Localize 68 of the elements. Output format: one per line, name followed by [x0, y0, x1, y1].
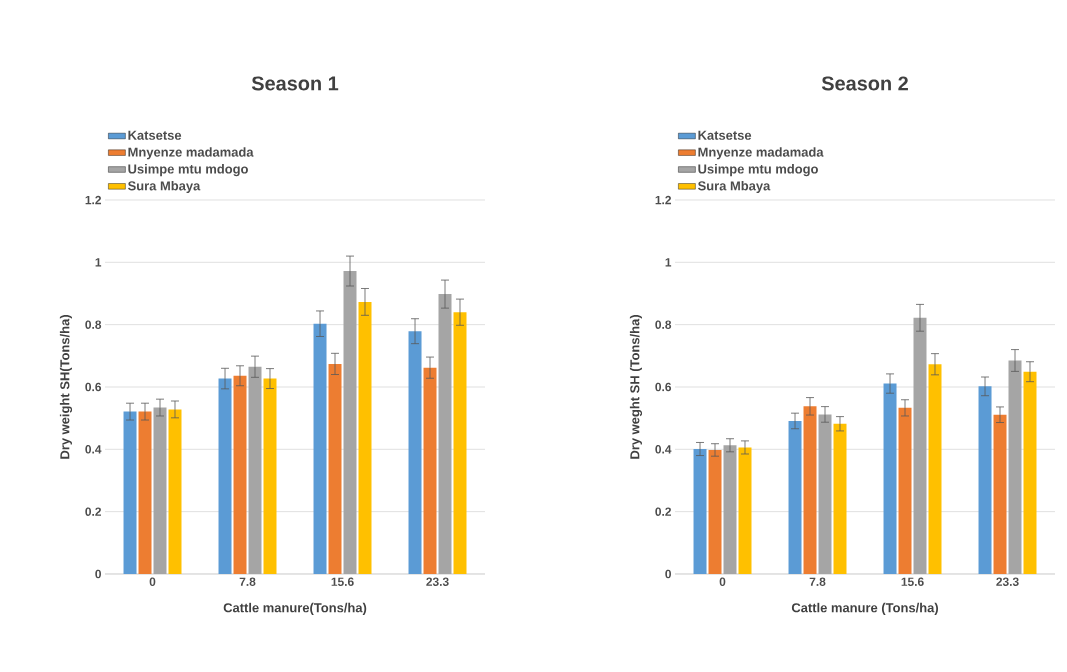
bar [1023, 371, 1037, 574]
bar [423, 367, 437, 574]
x-tick-label: 0 [719, 577, 726, 586]
y-axis-title: Dry weght SH (Tons/ha) [629, 315, 643, 459]
x-tick-label: 23.3 [996, 577, 1019, 586]
bar [898, 407, 912, 574]
legend-label: Mnyenze madamada [698, 147, 824, 160]
bar [978, 386, 992, 574]
x-axis-title: Cattle manure(Tons/ha) [223, 602, 367, 615]
y-axis-title: Dry weight SH(Tons/ha) [59, 315, 73, 459]
bar [438, 294, 452, 574]
legend-label: Usimpe mtu mdogo [128, 164, 248, 177]
bar [818, 414, 832, 574]
chart-title: Season 2 [821, 76, 908, 91]
y-tick-label: 0.2 [655, 507, 672, 516]
x-axis-title: Cattle manure (Tons/ha) [791, 602, 939, 615]
bar [913, 317, 927, 574]
bar [453, 312, 467, 574]
y-tick-label: 0 [665, 569, 671, 579]
x-tick-label: 23.3 [426, 577, 449, 586]
y-tick-label: 0.8 [655, 320, 672, 329]
y-tick-label: 0.6 [85, 382, 102, 392]
bar [153, 407, 167, 574]
bar [218, 378, 232, 574]
y-tick-label: 1.2 [655, 195, 672, 205]
y-tick-label: 0.8 [85, 320, 102, 329]
y-tick-label: 0.6 [655, 382, 672, 392]
bar [313, 323, 327, 574]
bar [343, 271, 357, 574]
bar [803, 406, 817, 574]
x-tick-label: 7.8 [809, 577, 826, 586]
bar [693, 449, 707, 574]
bar [788, 420, 802, 574]
legend-label: Mnyenze madamada [128, 147, 254, 160]
bar [233, 375, 247, 574]
x-tick-label: 0 [149, 577, 156, 586]
chart-title: Season 1 [251, 76, 339, 91]
bar [263, 378, 277, 574]
bar [408, 331, 422, 574]
bar [928, 364, 942, 574]
bar [993, 414, 1007, 574]
legend-label: Katsetse [698, 130, 752, 140]
y-tick-label: 1.2 [85, 195, 102, 205]
y-tick-label: 0.4 [655, 445, 672, 454]
bar [358, 301, 372, 574]
bar [168, 409, 182, 574]
bar [138, 411, 152, 574]
bar [328, 363, 342, 574]
bar [883, 383, 897, 574]
bar [1008, 360, 1022, 574]
x-tick-label: 15.6 [901, 577, 924, 586]
bar [123, 411, 137, 574]
legend-label: Katsetse [128, 130, 182, 140]
bar [833, 423, 847, 574]
x-tick-label: 7.8 [239, 577, 256, 586]
legend-label: Sura Mbaya [127, 180, 201, 193]
bar [738, 447, 752, 574]
legend-label: Usimpe mtu mdogo [698, 164, 818, 177]
bar [723, 445, 737, 574]
y-tick-label: 1 [95, 258, 102, 267]
x-tick-label: 15.6 [331, 577, 354, 586]
y-tick-label: 1 [665, 258, 672, 267]
y-tick-label: 0 [95, 569, 101, 579]
legend-label: Sura Mbaya [697, 180, 771, 193]
y-tick-label: 0.2 [85, 507, 102, 516]
bar [248, 366, 262, 574]
y-tick-label: 0.4 [85, 445, 102, 454]
bar [708, 449, 722, 574]
